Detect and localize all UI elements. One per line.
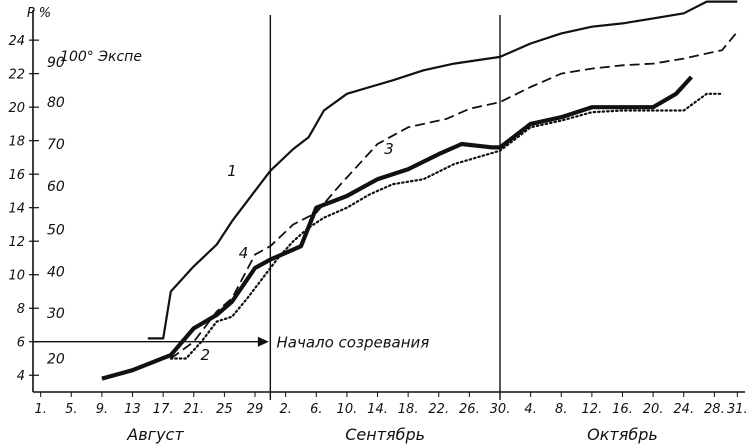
y-tick-label: 24	[8, 34, 25, 49]
x-tick-label: 26.	[459, 402, 480, 417]
y-tick-label: 14	[8, 202, 25, 217]
y-tick-label: 20	[8, 101, 25, 116]
chart-series	[101, 0, 738, 381]
secondary-tick-label: 60	[47, 179, 65, 195]
month-label: Сентябрь	[345, 425, 425, 444]
x-tick-label: 21.	[183, 402, 204, 417]
x-tick-label: 12.	[582, 402, 603, 417]
x-tick-label: 31.	[727, 402, 748, 417]
x-tick-label: 8.	[555, 402, 567, 417]
x-tick-label: 1.	[34, 402, 46, 417]
secondary-tick-label: 70	[47, 137, 65, 153]
y-tick-label: 6	[17, 336, 25, 351]
x-tick-label: 25	[216, 402, 233, 417]
chart-frame	[29, 10, 745, 400]
y-tick-label: 16	[8, 168, 25, 183]
month-label: Август	[126, 425, 184, 444]
y-tick-label: 18	[8, 135, 25, 150]
x-tick-label: 5.	[65, 402, 77, 417]
series-label-1: 1	[227, 162, 237, 180]
x-tick-label: 4.	[524, 402, 536, 417]
series-label-2: 2	[200, 346, 210, 364]
threshold-arrow	[257, 336, 269, 347]
secondary-axis-title: 100° Экспе	[60, 49, 142, 65]
x-tick-label: 6.	[310, 402, 322, 417]
y-tick-label: 22	[8, 68, 25, 83]
x-tick-label: 2.	[279, 402, 291, 417]
secondary-tick-label: 80	[47, 95, 65, 111]
y-tick-label: 8	[17, 302, 25, 317]
x-tick-label: 18.	[398, 402, 419, 417]
y-tick-label: 10	[8, 269, 25, 284]
y-tick-label: 12	[8, 235, 25, 250]
series-label-4: 4	[239, 244, 249, 262]
x-tick-label: 22.	[428, 402, 449, 417]
x-tick-label: 30.	[490, 402, 511, 417]
y-tick-label: 4	[17, 369, 25, 384]
x-tick-label: 13	[124, 402, 141, 417]
y-axis-title: P %	[27, 6, 51, 21]
x-tick-label: 17.	[153, 402, 174, 417]
x-tick-label: 28.	[704, 402, 725, 417]
x-tick-label: 29	[247, 402, 264, 417]
x-tick-label: 10.	[337, 402, 358, 417]
series-label-3: 3	[384, 140, 394, 158]
x-tick-label: 20.	[643, 402, 664, 417]
x-tick-label: 9.	[96, 402, 108, 417]
secondary-tick-label: 20	[47, 351, 65, 367]
x-tick-label: 14.	[367, 402, 388, 417]
x-tick-label: 24.	[673, 402, 694, 417]
secondary-tick-label: 90	[47, 55, 65, 71]
series-line-3	[170, 31, 738, 360]
series-line-1	[147, 0, 738, 340]
x-tick-label: 16.	[612, 402, 633, 417]
secondary-tick-label: 30	[47, 306, 65, 322]
secondary-tick-label: 50	[47, 222, 65, 238]
secondary-tick-label: 40	[47, 264, 65, 280]
threshold-label: Начало созревания	[277, 334, 430, 352]
month-label: Октябрь	[587, 425, 658, 444]
series-line-2	[169, 92, 724, 360]
series-line-4	[101, 75, 693, 381]
